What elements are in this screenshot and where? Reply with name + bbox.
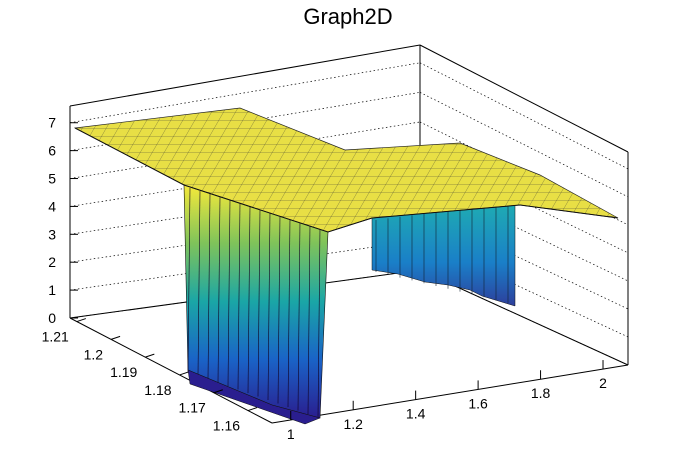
surface-floor — [187, 369, 321, 425]
gridline-z — [419, 180, 629, 282]
y-tick-label: 1.18 — [144, 382, 171, 398]
surface-mesh — [73, 107, 619, 425]
y-tick-mark — [247, 407, 258, 412]
surface-wall-line — [257, 208, 261, 397]
y-tick-label: 1.16 — [213, 418, 240, 434]
chart-title: Graph2D — [303, 4, 393, 29]
z-tick-label: 1 — [48, 282, 56, 298]
x-tick-label: 1.6 — [468, 395, 488, 411]
y-tick-mark — [179, 371, 189, 376]
gridline-z — [419, 151, 629, 254]
y-tick-label: 1.21 — [42, 329, 69, 345]
gridline-z — [419, 92, 629, 198]
x-tick-label: 1.8 — [531, 385, 551, 401]
surface-drop-back — [371, 197, 516, 307]
z-tick-label: 2 — [48, 254, 56, 270]
z-tick-label: 4 — [48, 198, 56, 214]
y-tick-mark — [145, 353, 155, 358]
x-tick-label: 1 — [287, 426, 295, 442]
y-tick-label: 1.19 — [110, 364, 137, 380]
y-tick-label: 1.2 — [84, 346, 104, 362]
x-tick-label: 1.4 — [406, 406, 426, 422]
z-tick-label: 6 — [48, 143, 56, 159]
y-tick-mark — [110, 335, 121, 340]
surface-wall-line — [297, 220, 301, 411]
y-tick-mark — [213, 389, 223, 394]
y-tick-label: 1.17 — [179, 400, 206, 416]
frame-edge — [69, 44, 421, 107]
surface-wall-line — [287, 217, 291, 408]
y-tick-mark — [76, 318, 87, 323]
surface-wall-line — [307, 223, 311, 415]
surface-wall-line — [217, 196, 221, 383]
z-tick-label: 3 — [48, 226, 56, 242]
frame-edge — [271, 364, 629, 424]
surface-wall-line — [237, 202, 241, 390]
z-tick-label: 0 — [48, 310, 56, 326]
gridline-z — [419, 62, 629, 170]
surface-wall-line — [197, 190, 201, 376]
surface-wall-line — [207, 193, 211, 380]
frame-edge — [419, 44, 629, 153]
axes-frame — [69, 44, 629, 424]
frame-edge — [69, 317, 273, 424]
x-tick-label: 2 — [599, 375, 607, 391]
tick-labels: 0 1 2 3 4 5 6 7 1 1.2 1.4 1.6 1.8 2 1.16 1.17 1.18 1.19 1.… — [42, 115, 608, 442]
surface-wall-line — [227, 199, 231, 387]
surface-wall-line — [277, 214, 281, 404]
surface-wall-line — [317, 226, 321, 418]
surface-top — [73, 107, 619, 233]
x-tick-label: 1.2 — [343, 416, 363, 432]
z-tick-label: 5 — [48, 171, 56, 187]
surface-wall-line — [187, 187, 191, 373]
surface-front-edge — [74, 127, 619, 233]
z-tick-label: 7 — [48, 115, 56, 131]
surface-wall-line — [267, 211, 271, 401]
surface-wall-line — [247, 205, 251, 394]
